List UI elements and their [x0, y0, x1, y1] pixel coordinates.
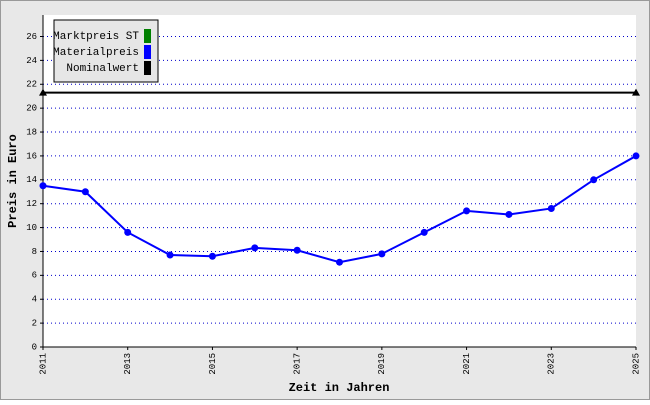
legend-label: Nominalwert: [66, 63, 139, 75]
x-tick-label: 2019: [377, 353, 387, 375]
point-marker: [378, 250, 386, 258]
y-tick-label: 14: [26, 175, 37, 185]
y-tick-label: 0: [32, 342, 37, 352]
point-marker: [632, 88, 640, 96]
point-marker: [208, 252, 216, 260]
y-tick-label: 24: [26, 56, 37, 66]
y-tick-label: 26: [26, 32, 37, 42]
x-tick-label: 2025: [631, 353, 641, 375]
y-tick-label: 20: [26, 104, 37, 114]
point-marker: [590, 176, 598, 184]
y-tick-label: 16: [26, 151, 37, 161]
y-axis-title: Preis in Euro: [6, 134, 20, 228]
y-tick-label: 22: [26, 80, 37, 90]
legend-swatch: [144, 45, 151, 59]
point-marker: [81, 188, 89, 196]
point-marker: [293, 246, 301, 254]
point-marker: [336, 258, 343, 266]
point-marker: [463, 207, 471, 215]
point-marker: [166, 251, 174, 259]
y-tick-label: 8: [32, 247, 37, 257]
x-tick-label: 2023: [547, 353, 557, 375]
y-tick-label: 6: [32, 271, 37, 281]
point-marker: [251, 244, 259, 252]
legend-swatch: [144, 61, 151, 75]
x-tick-label: 2017: [293, 353, 303, 375]
legend-label: Marktpreis ST: [53, 31, 139, 43]
y-tick-label: 4: [32, 295, 37, 305]
legend-box: [53, 19, 159, 83]
point-marker: [632, 152, 640, 160]
point-marker: [547, 204, 555, 212]
x-tick-label: 2015: [208, 353, 218, 375]
x-tick-label: 2021: [462, 353, 472, 375]
point-marker: [39, 88, 47, 96]
y-tick-label: 18: [26, 127, 37, 137]
legend-swatch: [144, 29, 151, 43]
point-marker: [124, 228, 132, 236]
x-axis-title: Zeit in Jahren: [289, 381, 390, 395]
point-marker: [420, 228, 428, 236]
y-tick-label: 12: [26, 199, 37, 209]
x-tick-label: 2011: [38, 353, 48, 375]
x-tick-label: 2013: [123, 353, 133, 375]
legend-label: Materialpreis: [53, 47, 139, 59]
point-marker: [505, 210, 513, 218]
y-tick-label: 10: [26, 223, 37, 233]
y-tick-label: 2: [32, 318, 37, 328]
point-marker: [39, 182, 47, 190]
